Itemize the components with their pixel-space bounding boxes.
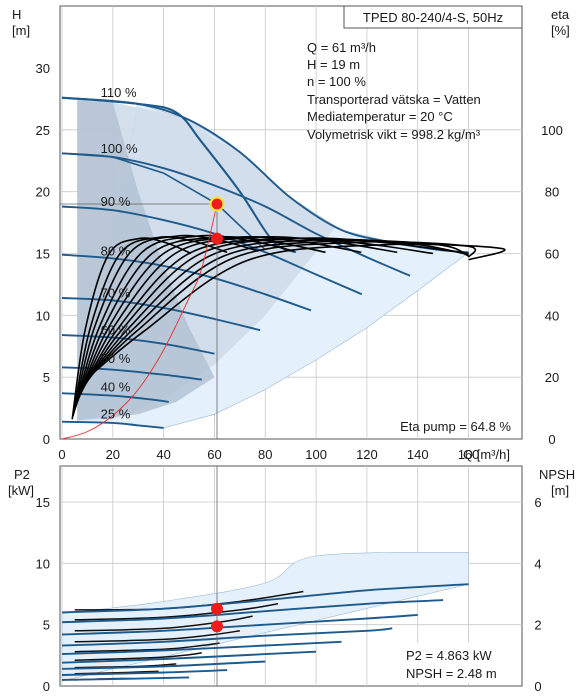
speed-label: 70 % — [101, 286, 131, 301]
p2-curve — [61, 613, 418, 636]
p2-curves — [61, 583, 469, 681]
speed-label: 60 % — [101, 323, 131, 338]
chart-title: TPED 80-240/4-S, 50Hz — [363, 10, 503, 25]
head-y-tick-label: 0 — [43, 432, 50, 447]
npsh-curve — [74, 615, 253, 632]
npsh-tick-label: 4 — [534, 556, 541, 571]
head-y-tick-label: 10 — [36, 308, 50, 323]
speed-label: 100 % — [101, 141, 138, 156]
speed-label: 40 % — [101, 380, 131, 395]
title-box — [343, 5, 523, 29]
head-y-tick-label: 30 — [36, 61, 50, 76]
power-panel: 0 5 10 15 0 2 4 6 P2 = 4.863 kW NPSH = 2.48 m P… — [8, 465, 575, 694]
power-info-box — [398, 643, 520, 683]
flow-axis-label: Q [m³/h] — [463, 447, 510, 462]
eta-pump-text: Eta pump = 64.8 % — [400, 419, 511, 434]
head-y-tick-label: 20 — [36, 185, 50, 200]
npsh-curve — [74, 642, 220, 653]
info-q: Q = 61 m³/h — [307, 40, 376, 55]
npsh-curve — [74, 603, 279, 621]
speed-label: 25 % — [101, 407, 131, 422]
p2-curve — [61, 583, 469, 614]
power-duty-point — [211, 620, 224, 633]
info-temp: Mediatemperatur = 20 °C — [307, 109, 453, 124]
npsh-tick-label: 0 — [534, 679, 541, 694]
eta-tick-label: 40 — [545, 308, 559, 323]
p2-curve — [61, 650, 317, 664]
npsh-axis-label-unit: [m] — [551, 483, 569, 498]
head-x-tick-label: 100 — [305, 447, 327, 462]
p2-tick-label: 5 — [43, 618, 50, 633]
head-axis-ticks: 0 20 40 60 80 100 120 140 160 0 5 10 15 20 25 30 0 20 40 60… — [36, 61, 563, 462]
head-x-tick-label: 120 — [356, 447, 378, 462]
head-axis-label-unit: [m] — [12, 23, 30, 38]
p2-axis-label: P2 — [14, 467, 30, 482]
npsh-tick-label: 2 — [534, 618, 541, 633]
eta-tick-label: 20 — [545, 370, 559, 385]
head-y-tick-label: 25 — [36, 123, 50, 138]
duty-points — [209, 196, 225, 245]
eta-axis-label-unit: [%] — [551, 23, 570, 38]
npsh-axis-label: NPSH — [539, 467, 575, 482]
duty-info: Q = 61 m³/h H = 19 m n = 100 % Transport… — [307, 40, 481, 142]
duty-point-head — [209, 196, 225, 212]
eta-tick-label: 100 — [541, 123, 563, 138]
info-npsh: NPSH = 2.48 m — [406, 666, 497, 681]
speed-label: 50 % — [101, 351, 131, 366]
power-axis-ticks: 0 5 10 15 0 2 4 6 — [36, 495, 542, 694]
info-p2: P2 = 4.863 kW — [406, 648, 492, 663]
head-x-tick-label: 160 — [458, 447, 480, 462]
p2-curve — [61, 640, 342, 656]
power-duty-point — [211, 602, 224, 615]
head-x-tick-label: 60 — [207, 447, 221, 462]
p2-curve — [61, 676, 190, 681]
speed-curve — [61, 392, 169, 403]
info-h: H = 19 m — [307, 57, 360, 72]
head-x-tick-label: 20 — [106, 447, 120, 462]
head-panel: 110 % 100 % 90 % 80 % 70 % 60 % 50 % 40 % 25 % 0… — [12, 5, 570, 462]
speed-curve — [61, 420, 164, 429]
head-x-tick-label: 40 — [156, 447, 170, 462]
eta-tick-label: 60 — [545, 247, 559, 262]
system-curve — [61, 203, 218, 439]
npsh-curve — [74, 670, 159, 675]
p2-curve — [61, 627, 393, 647]
info-liquid: Transporterad vätska = Vatten — [307, 92, 481, 107]
head-x-tick-label: 0 — [58, 447, 65, 462]
eta-tick-label: 0 — [548, 432, 555, 447]
p2-axis-label-unit: [kW] — [8, 483, 34, 498]
p2-tick-label: 0 — [43, 679, 50, 694]
eta-axis-label: eta — [551, 7, 570, 22]
p2-curve — [61, 599, 444, 624]
speed-labels: 110 % 100 % 90 % 80 % 70 % 60 % 50 % 40 % 25 % — [101, 85, 138, 422]
npsh-curve — [74, 652, 202, 661]
speed-label: 110 % — [101, 85, 137, 100]
head-axis-label-h: H — [12, 7, 21, 22]
speed-curve — [61, 253, 312, 312]
efficiency-curve — [74, 235, 326, 408]
p2-curve — [61, 669, 228, 676]
power-limit-line — [61, 152, 266, 251]
npsh-curve — [74, 630, 241, 643]
power-duty-points — [211, 602, 224, 633]
head-x-tick-label: 140 — [407, 447, 429, 462]
p2-curve — [61, 660, 266, 670]
info-density: Volymetrisk vikt = 998.2 kg/m³ — [307, 127, 481, 142]
speed-label: 90 % — [101, 194, 131, 209]
speed-label: 80 % — [101, 244, 131, 259]
npsh-tick-label: 6 — [534, 495, 541, 510]
head-y-tick-label: 15 — [36, 247, 50, 262]
info-n: n = 100 % — [307, 74, 366, 89]
head-x-tick-label: 80 — [258, 447, 272, 462]
efficiency-curve — [71, 237, 192, 420]
head-y-tick-label: 5 — [43, 370, 50, 385]
p2-tick-label: 10 — [36, 556, 50, 571]
efficiency-curve — [75, 235, 362, 405]
efficiency-curve — [78, 237, 469, 395]
p2-tick-label: 15 — [36, 495, 50, 510]
duty-point-efficiency — [211, 232, 224, 245]
eta-tick-label: 80 — [545, 185, 559, 200]
efficiency-curve — [82, 243, 506, 383]
